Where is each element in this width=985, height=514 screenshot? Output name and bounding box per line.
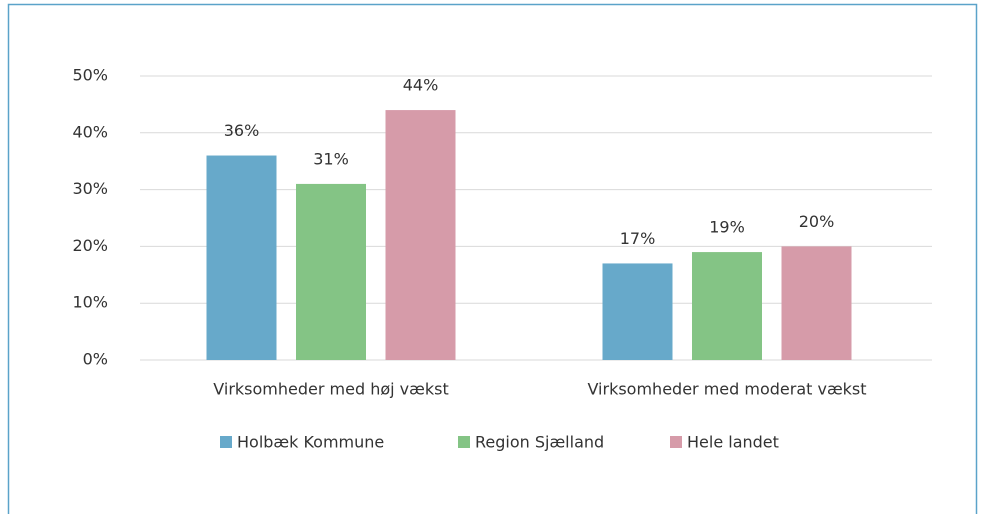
- y-tick-label: 40%: [72, 122, 108, 141]
- data-label: 19%: [709, 218, 745, 237]
- y-tick-label: 10%: [72, 293, 108, 312]
- legend-swatch: [220, 436, 232, 448]
- legend-swatch: [670, 436, 682, 448]
- x-tick-label: Virksomheder med høj vækst: [213, 380, 448, 399]
- y-tick-label: 0%: [83, 350, 108, 369]
- data-label: 17%: [620, 229, 656, 248]
- legend-label: Holbæk Kommune: [237, 433, 384, 452]
- data-label: 20%: [799, 212, 835, 231]
- legend-label: Region Sjælland: [475, 433, 604, 452]
- frame: [7, 3, 978, 514]
- data-label: 31%: [313, 149, 349, 168]
- y-tick-label: 50%: [72, 66, 108, 85]
- bar: [206, 155, 277, 360]
- bar: [602, 263, 673, 360]
- y-tick-label: 20%: [72, 236, 108, 255]
- x-tick-label: Virksomheder med moderat vækst: [587, 380, 866, 399]
- data-label: 36%: [224, 121, 260, 140]
- y-tick-label: 30%: [72, 179, 108, 198]
- bar: [692, 252, 762, 360]
- bar: [296, 183, 366, 360]
- legend-label: Hele landet: [687, 433, 779, 452]
- bar: [781, 246, 852, 360]
- bar: [385, 110, 456, 360]
- legend-swatch: [458, 436, 470, 448]
- data-label: 44%: [403, 76, 439, 95]
